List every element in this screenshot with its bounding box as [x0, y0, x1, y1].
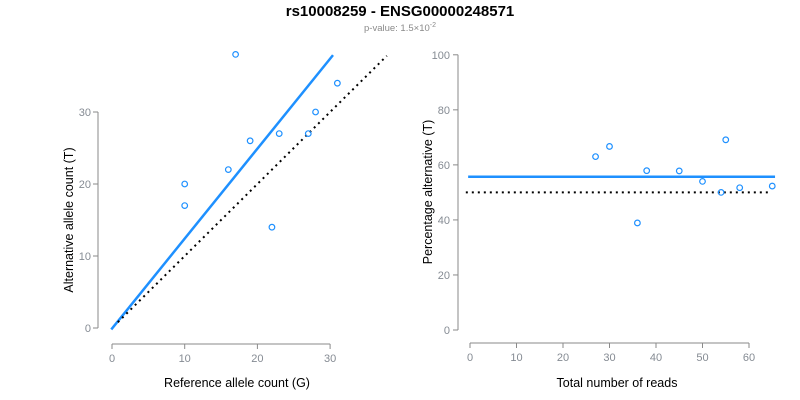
x-tick-label: 20	[251, 353, 263, 365]
y-tick-label: 0	[85, 323, 91, 335]
data-point	[268, 223, 276, 231]
data-point	[722, 136, 730, 144]
data-point	[312, 108, 319, 116]
data-point	[592, 153, 599, 161]
right-plot: 0 10 20 30 40 50 60 0 20 40 60 80 100	[432, 50, 776, 364]
right-y-axis-title: Percentage alternative (T)	[421, 119, 435, 265]
right-x-axis-title: Total number of reads	[556, 376, 678, 390]
data-point	[333, 79, 341, 87]
data-point	[304, 130, 312, 138]
x-tick-label: 0	[467, 352, 473, 364]
y-tick-label: 0	[444, 325, 450, 337]
data-point	[699, 177, 706, 185]
x-tick-label: 60	[743, 352, 755, 364]
y-tick-label: 10	[79, 251, 91, 263]
data-point	[675, 167, 683, 175]
x-tick-label: 10	[510, 352, 522, 364]
data-point	[634, 219, 641, 227]
data-point	[717, 188, 725, 196]
x-tick-label: 40	[650, 352, 662, 364]
p-value-text: p-value: 1.5×10	[364, 23, 430, 35]
left-plot: 0 10 20 30 0 10 20 30	[79, 51, 388, 365]
y-tick-label: 20	[79, 179, 91, 191]
x-tick-label: 30	[324, 353, 336, 365]
x-tick-label: 0	[109, 353, 115, 365]
data-point	[246, 137, 254, 145]
x-tick-label: 20	[557, 352, 569, 364]
data-point	[181, 202, 189, 210]
data-point	[224, 166, 232, 174]
fit-line	[110, 54, 334, 331]
data-point	[606, 143, 613, 150]
p-value-exponent: -2	[429, 22, 436, 29]
y-tick-label: 40	[438, 215, 450, 227]
data-point	[643, 167, 651, 175]
x-tick-label: 10	[179, 353, 191, 365]
left-x-axis-title: Reference allele count (G)	[164, 376, 310, 390]
p-value-subtitle: p-value: 1.5×10-2	[0, 22, 800, 34]
y-tick-label: 100	[432, 50, 450, 62]
identity-line	[117, 55, 388, 323]
page-title: rs10008259 - ENSG00000248571	[285, 3, 515, 20]
data-point	[232, 51, 239, 58]
x-tick-label: 30	[603, 352, 615, 364]
left-y-axis-title: Alternative allele count (T)	[62, 147, 76, 293]
data-point	[275, 130, 283, 138]
data-point	[736, 184, 744, 192]
x-tick-label: 50	[696, 352, 708, 364]
y-tick-label: 30	[79, 107, 91, 119]
data-point	[768, 182, 776, 190]
data-point	[181, 180, 189, 188]
y-tick-label: 60	[438, 160, 450, 172]
y-tick-label: 80	[438, 105, 450, 117]
y-tick-label: 20	[438, 270, 450, 282]
